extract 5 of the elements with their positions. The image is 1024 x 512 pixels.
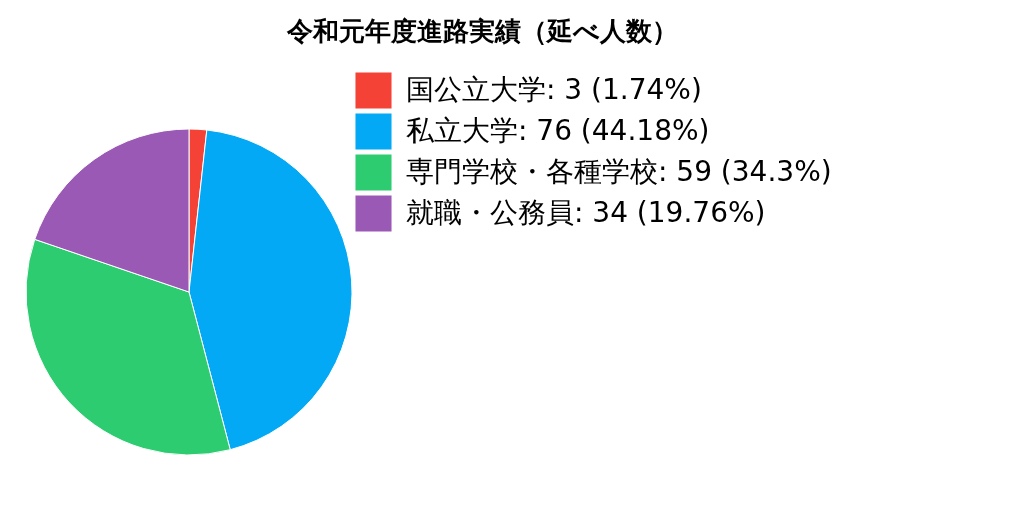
- chart-title: 令和元年度進路実績（延べ人数）: [285, 16, 678, 46]
- legend-label: 国公立大学: 3 (1.74%): [406, 72, 702, 106]
- legend-label: 就職・公務員: 34 (19.76%): [406, 195, 766, 229]
- legend-label: 専門学校・各種学校: 59 (34.3%): [406, 154, 832, 188]
- legend-label: 私立大学: 76 (44.18%): [406, 113, 710, 147]
